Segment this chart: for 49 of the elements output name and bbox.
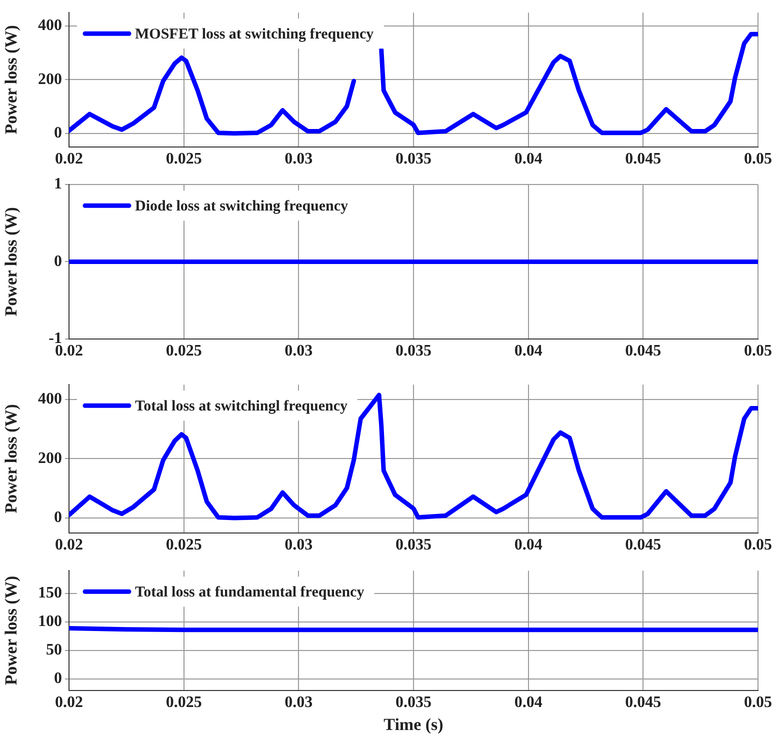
- x-tick-label: 0.045: [625, 694, 662, 712]
- x-tick-label: 0.035: [396, 150, 432, 168]
- x-tick-label: 0.05: [744, 536, 772, 554]
- x-tick-label: 0.04: [514, 694, 542, 712]
- y-tick-label: 200: [38, 70, 62, 88]
- x-axis-title: Time (s): [384, 715, 444, 734]
- x-tick-label: 0.025: [166, 342, 202, 360]
- y-tick-label: 0: [54, 124, 62, 142]
- y-axis-title: Power loss (W): [2, 25, 21, 134]
- y-tick-label: 400: [38, 17, 62, 34]
- x-tick-label: 0.045: [625, 536, 662, 554]
- x-tick-label: 0.04: [514, 536, 542, 554]
- x-tick-label: 0.035: [396, 694, 432, 712]
- x-tick-label: 0.02: [55, 150, 83, 168]
- x-tick-label: 0.05: [744, 694, 772, 712]
- x-tick-label: 0.03: [284, 536, 313, 554]
- y-tick-label: 0: [54, 252, 62, 270]
- x-tick-label: 0.025: [166, 694, 202, 712]
- y-axis-title: Power loss (W): [2, 207, 21, 316]
- x-tick-label: 0.045: [625, 150, 662, 168]
- x-tick-label: 0.035: [396, 536, 432, 554]
- x-tick-label: 0.05: [744, 150, 772, 168]
- y-tick-label: 100: [38, 613, 62, 630]
- x-tick-label: 0.04: [514, 150, 542, 168]
- y-tick-label: 0: [54, 670, 62, 688]
- x-tick-label: 0.04: [514, 342, 542, 360]
- x-tick-label: 0.045: [625, 342, 662, 360]
- x-tick-label: 0.03: [284, 342, 313, 360]
- x-tick-label: 0.025: [166, 536, 202, 554]
- legend-label: MOSFET loss at switching frequency: [135, 26, 374, 42]
- y-tick-label: 150: [38, 584, 62, 602]
- legend-label: Diode loss at switching frequency: [135, 198, 349, 214]
- x-tick-label: 0.03: [284, 694, 313, 712]
- x-tick-label: 0.02: [55, 694, 83, 712]
- legend-label: Total loss at fundamental frequency: [135, 584, 365, 600]
- x-tick-label: 0.035: [396, 342, 432, 360]
- y-axis-title: Power loss (W): [2, 404, 21, 514]
- y-tick-label: 50: [46, 642, 62, 659]
- x-tick-label: 0.03: [284, 150, 313, 168]
- legend-label: Total loss at switchingl frequency: [135, 398, 348, 414]
- y-tick-label: 0: [54, 509, 62, 526]
- x-tick-label: 0.025: [166, 150, 202, 168]
- y-tick-label: 1: [54, 176, 62, 193]
- x-tick-label: 0.02: [55, 536, 83, 554]
- y-tick-label: 400: [38, 390, 62, 408]
- x-tick-label: 0.05: [744, 342, 772, 360]
- y-tick-label: 200: [38, 450, 62, 467]
- y-axis-title: Power loss (W): [2, 576, 21, 686]
- x-tick-label: 0.02: [55, 342, 83, 360]
